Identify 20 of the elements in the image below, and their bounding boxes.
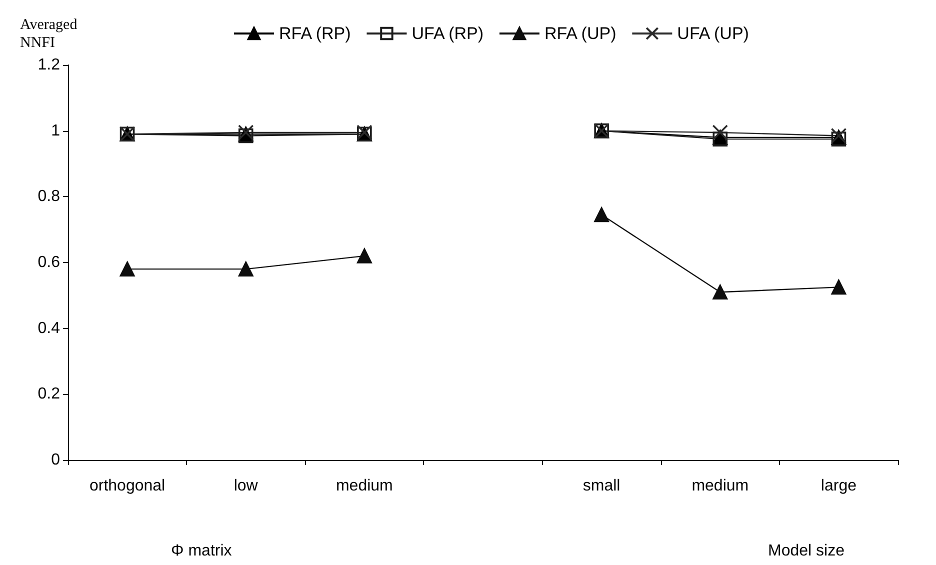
y-tick-label: 0.8 [38, 188, 60, 206]
x-tick-label: low [234, 478, 258, 494]
legend-label: UFA (RP) [412, 24, 484, 43]
x-tick-label: small [582, 478, 620, 494]
y-tick-label: 0.6 [38, 254, 60, 271]
y-tick-label: 0 [51, 452, 60, 468]
y-axis-title: Averaged NNFI [20, 17, 78, 51]
x-tick-label: medium [336, 478, 393, 494]
y-tick-label: 0.4 [38, 320, 60, 337]
text: Model size [768, 542, 845, 560]
x-tick-label: orthogonal [89, 478, 166, 494]
x-tick-label: large [820, 478, 857, 494]
y-tick-label: 0.2 [38, 386, 60, 403]
y-tick-label: 1.2 [38, 56, 60, 74]
legend-label: UFA (UP) [677, 24, 749, 43]
text: Φ matrix [171, 542, 232, 560]
y-tick-label: 1 [51, 122, 60, 140]
legend-label: RFA (RP) [279, 24, 351, 43]
legend-label: RFA (UP) [544, 24, 616, 43]
x-tick-label: medium [692, 478, 749, 494]
